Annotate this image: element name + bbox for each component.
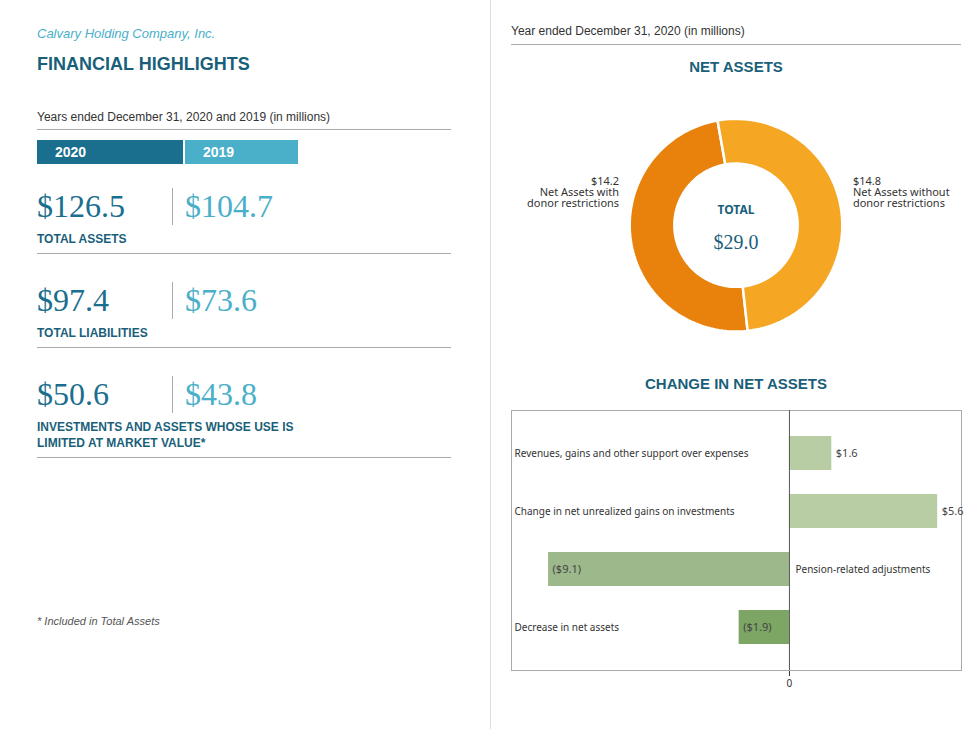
html-text:$73.6: $73.6 <box>185 282 257 318</box>
html-text:$50.6: $50.6 <box>37 376 109 412</box>
svg-text:TOTAL: TOTAL <box>718 201 755 218</box>
svg-text:Change in net unrealized gains: Change in net unrealized gains on invest… <box>515 504 735 518</box>
html-text:2019: 2019 <box>203 144 235 160</box>
svg-text:0: 0 <box>787 676 793 690</box>
html-text:$126.5: $126.5 <box>37 188 125 224</box>
html-text:$104.7: $104.7 <box>185 188 273 224</box>
svg-text:$29.0: $29.0 <box>714 231 759 253</box>
svg-text:$14.2Net Assets withdonor rest: $14.2Net Assets withdonor restrictions <box>527 173 619 210</box>
svg-text:$14.8Net Assets withoutdonor r: $14.8Net Assets withoutdonor restriction… <box>853 173 950 210</box>
html-text:INVESTMENTS AND ASSETS WHOSE U: INVESTMENTS AND ASSETS WHOSE USE IS LIMI… <box>37 420 294 450</box>
html-text:Calvary Holding Company, Inc.: Calvary Holding Company, Inc. <box>37 26 216 41</box>
svg-text:($9.1): ($9.1) <box>553 561 581 576</box>
html-text:NET ASSETS: NET ASSETS <box>689 58 783 75</box>
svg-text:($1.9): ($1.9) <box>743 619 771 634</box>
svg-text:Revenues, gains and other supp: Revenues, gains and other support over e… <box>515 446 749 460</box>
html-text:Year ended December 31, 2020 (: Year ended December 31, 2020 (in million… <box>511 24 745 38</box>
svg-text:$5.6: $5.6 <box>942 503 964 518</box>
html-text:2020: 2020 <box>55 144 87 160</box>
svg-text:Decrease in net assets: Decrease in net assets <box>515 620 620 634</box>
html-text:TOTAL LIABILITIES: TOTAL LIABILITIES <box>37 326 148 340</box>
html-text:FINANCIAL HIGHLIGHTS: FINANCIAL HIGHLIGHTS <box>37 54 250 74</box>
html-text:CHANGE IN NET ASSETS: CHANGE IN NET ASSETS <box>645 375 827 392</box>
html-text:* Included in Total Assets: * Included in Total Assets <box>37 615 160 627</box>
html-text:$97.4: $97.4 <box>37 282 109 318</box>
svg-text:Pension-related adjustments: Pension-related adjustments <box>795 562 930 576</box>
html-text:TOTAL ASSETS: TOTAL ASSETS <box>37 232 127 246</box>
html-text:$43.8: $43.8 <box>185 376 257 412</box>
html-text:Years ended December 31, 2020: Years ended December 31, 2020 and 2019 (… <box>37 110 331 124</box>
svg-text:$1.6: $1.6 <box>836 445 858 460</box>
